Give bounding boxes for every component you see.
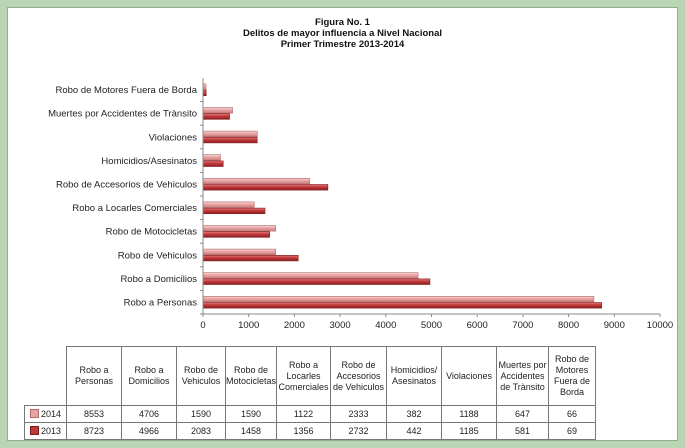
bar-2013 <box>202 113 230 120</box>
legend-swatch <box>29 425 39 435</box>
table-row: 2014 8553 4706 1590 1590 1122 2333 382 1188 647 66 <box>24 405 597 423</box>
bar-2014 <box>202 107 233 114</box>
chart-period: Primer Trimestre 2013-2014 <box>280 39 405 50</box>
table-cell: 581 <box>496 422 550 440</box>
table-cell: 1185 <box>441 422 498 440</box>
table-cell: 2083 <box>176 422 226 440</box>
bar-2013 <box>202 231 270 238</box>
table-cell: 1122 <box>276 405 332 423</box>
bar-2014 <box>202 248 276 256</box>
table-cell: 69 <box>548 422 597 440</box>
table-cell: 1356 <box>276 422 332 440</box>
category-label: Robo de Motocicletas <box>106 227 198 238</box>
legend-swatch <box>29 408 39 418</box>
category-label: Robo a Locarles Comerciales <box>72 203 197 214</box>
x-tick-label: 7000 <box>512 320 533 331</box>
chart-title: Figura No. 1 <box>315 17 370 28</box>
x-tick-label: 2000 <box>284 320 305 331</box>
x-tick-label: 4000 <box>375 320 396 331</box>
table-column-header: Robo de Motocicletas <box>224 346 278 406</box>
bar-2014 <box>202 130 258 138</box>
bar-2013 <box>202 160 224 167</box>
table-cell: 1590 <box>224 405 278 423</box>
table-corner <box>24 346 67 406</box>
x-tick-label: 3000 <box>330 320 351 331</box>
x-tick-label: 9000 <box>604 320 625 331</box>
series-name: 2014 <box>40 408 62 419</box>
series-legend-cell: 2014 <box>24 405 67 423</box>
table-column-header: Violaciones <box>441 346 498 406</box>
bar-2013 <box>202 184 329 191</box>
category-label: Robo a Personas <box>124 298 198 309</box>
table-cell: 4966 <box>121 422 177 440</box>
table-column-header: Homicidios/ Asesinatos <box>386 346 443 406</box>
table-column-header: Robo a Domicilios <box>121 346 177 406</box>
category-label: Violaciones <box>149 132 198 143</box>
series-name: 2013 <box>40 425 62 436</box>
bar-2014 <box>202 201 255 208</box>
table-cell: 1590 <box>176 405 226 423</box>
table-column-header: Robo de Accesorios de Vehiculos <box>330 346 388 406</box>
table-column-header: Robo a Locarles Comerciales <box>276 346 332 406</box>
category-label: Robo a Domicilios <box>120 274 197 285</box>
axis-layer: 0 1000 2000 3000 4000 5000 6000 7000 8000 9000 100… <box>48 78 673 331</box>
x-tick-label: 5000 <box>421 320 442 331</box>
x-tick-label: 10000 <box>647 320 673 331</box>
x-tick-label: 8000 <box>558 320 579 331</box>
data-table: Robo a Personas Robo a Domicilios Robo de … <box>24 346 597 440</box>
x-tick-label: 1000 <box>238 320 259 331</box>
x-tick-label: 6000 <box>467 320 488 331</box>
bar-2013 <box>202 137 258 144</box>
category-label: Homicidios/Asesinatos <box>101 156 197 167</box>
table-row: 2013 8723 4966 2083 1458 1356 2732 442 1185 581 69 <box>24 422 597 440</box>
category-label: Robo de Vehiculos <box>118 250 197 261</box>
table-cell: 66 <box>548 405 597 423</box>
category-label: Robo de Accesorios de Vehiculos <box>56 180 197 191</box>
table-column-header: Robo a Personas <box>66 346 122 406</box>
table-column-header: Robo de Motores Fuera de Borda <box>548 346 597 406</box>
chart-subtitle: Delitos de mayor influencia a Nivel Naci… <box>242 28 443 39</box>
bar-2013 <box>202 207 266 215</box>
series-legend-cell: 2013 <box>24 422 67 440</box>
bar-2014 <box>202 272 419 279</box>
bar-2014 <box>202 225 276 232</box>
bar-2014 <box>202 178 310 185</box>
bar-2013 <box>202 278 431 285</box>
table-cell: 442 <box>386 422 443 440</box>
table-cell: 382 <box>386 405 443 423</box>
x-tick-label: 0 <box>200 320 205 331</box>
table-cell: 2333 <box>330 405 388 423</box>
table-cell: 2732 <box>330 422 388 440</box>
table-cell: 4706 <box>121 405 177 423</box>
bar-2013 <box>202 255 299 262</box>
table-cell: 8723 <box>66 422 122 440</box>
table-cell: 647 <box>496 405 550 423</box>
bar-2013 <box>202 302 602 309</box>
table-cell: 8553 <box>66 405 122 423</box>
category-label: Robo de Motores Fuera de Borda <box>55 85 197 96</box>
bars-layer <box>202 83 602 309</box>
category-label: Muertes por Accidentes de Trànsito <box>48 109 197 120</box>
table-cell: 1458 <box>224 422 278 440</box>
table-column-header: Robo de Vehiculos <box>176 346 226 406</box>
table-column-header: Muertes por Accidentes de Trànsito <box>496 346 550 406</box>
table-cell: 1188 <box>441 405 498 423</box>
bar-2014 <box>202 154 221 161</box>
bar-2014 <box>202 295 595 303</box>
